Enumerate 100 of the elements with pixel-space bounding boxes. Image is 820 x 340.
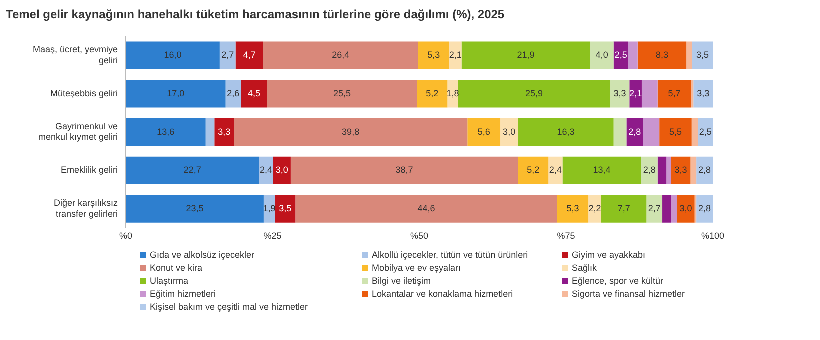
bar [273,156,291,184]
data-label: 5,6 [478,126,490,137]
data-label: 25,5 [334,88,352,98]
data-label: 39,8 [342,126,360,137]
bar [126,195,264,223]
bar [692,42,713,70]
bar [590,42,614,70]
y-tick-label: Gayrimenkul ve menkul kıymet geliri [38,121,118,142]
bar [458,80,610,108]
data-label: 13,6 [157,126,175,137]
data-label: 16,3 [557,126,575,137]
data-label: 2,8 [628,126,642,137]
data-label: 5,2 [426,88,439,98]
bar [557,195,589,223]
bar [468,118,501,146]
legend-label: Giyim ve ayakkabı [572,250,646,260]
legend-label: Gıda ve alkolsüz içecekler [150,250,255,260]
data-label: 22,7 [184,165,202,176]
data-label: 2,7 [222,50,234,60]
x-tick-label: %75 [557,231,576,242]
bar [643,118,660,146]
legend-label: Mobilya ve ev eşyaları [372,263,462,273]
data-label: 3,0 [680,204,692,214]
legend-label: Sağlık [572,263,598,273]
bar [263,42,418,70]
bar [638,42,687,70]
bar [267,80,418,108]
data-label: 3,0 [276,165,288,176]
y-tick-label: Maaş, ücret, yevmiye geliri [32,44,118,66]
data-label: 4,0 [596,50,608,60]
bar [630,80,642,108]
bar [234,118,468,146]
legend-label: Konut ve kira [150,263,203,273]
y-tick-label: Müteşebbis geliri [50,88,118,98]
data-label: 5,7 [668,88,681,98]
data-label: 3,5 [696,50,709,60]
bar [296,195,558,223]
bar [126,42,220,70]
chart-title: Temel gelir kaynağının hanehalkı tüketim harcamasının türlerine göre dağılımı (%), 2025 [6,8,505,22]
data-label: 2,8 [698,165,712,176]
data-label: 5,5 [669,126,682,137]
bar [677,195,695,223]
data-label: 2,7 [648,204,661,214]
bar [449,42,462,70]
bar [126,80,226,108]
legend-label: Eğlence, spor ve kültür [572,276,664,286]
bar [690,156,697,184]
bar [696,156,713,184]
bar [614,118,627,146]
x-tick-label: %0 [119,231,133,242]
bar [641,156,658,184]
bar [259,156,274,184]
bar [500,118,518,146]
bar [628,42,638,70]
data-label: 44,6 [418,204,436,214]
bar [601,195,647,223]
data-label: 17,0 [167,88,185,98]
data-label: 23,5 [186,204,204,214]
bar [220,42,236,70]
legend-label: Bilgi ve iletişim [372,276,432,286]
bar [236,42,264,70]
bar [417,80,448,108]
legend-label: Eğitim hizmetleri [150,289,216,299]
bar [126,156,260,184]
bar [126,118,206,146]
data-label: 3,0 [503,126,516,137]
bar [646,195,663,223]
data-label: 26,4 [332,50,350,60]
legend-label: Lokantalar ve konaklama hizmetleri [372,289,514,299]
bar [658,80,692,108]
legend-label: Sigorta ve finansal hizmetler [572,289,686,299]
data-label: 2,4 [260,165,273,176]
bar [658,156,667,184]
data-label: 25,9 [525,88,544,98]
x-tick-label: %100 [701,231,725,242]
bar [696,195,713,223]
bar [290,156,518,184]
data-label: 3,5 [279,204,292,214]
data-label: 2,8 [698,204,712,214]
bar [671,195,678,223]
bar [214,118,234,146]
data-label: 38,7 [396,165,414,176]
bar [660,118,692,146]
bar [275,195,296,223]
bar [666,156,672,184]
data-label: 2,5 [699,126,712,137]
data-label: 2,1 [449,50,462,60]
bar [588,195,602,223]
bar [206,118,215,146]
x-tick-label: %50 [410,231,429,242]
bar [462,42,590,70]
data-label: 5,3 [566,204,580,214]
data-label: 7,7 [618,204,630,214]
data-label: 3,3 [614,88,626,98]
data-label: 5,2 [527,165,540,176]
data-label: 2,2 [588,204,602,214]
data-label: 3,3 [674,165,688,176]
data-label: 2,8 [643,165,656,176]
legend-label: Ulaştırma [150,276,189,286]
bar [626,118,644,146]
